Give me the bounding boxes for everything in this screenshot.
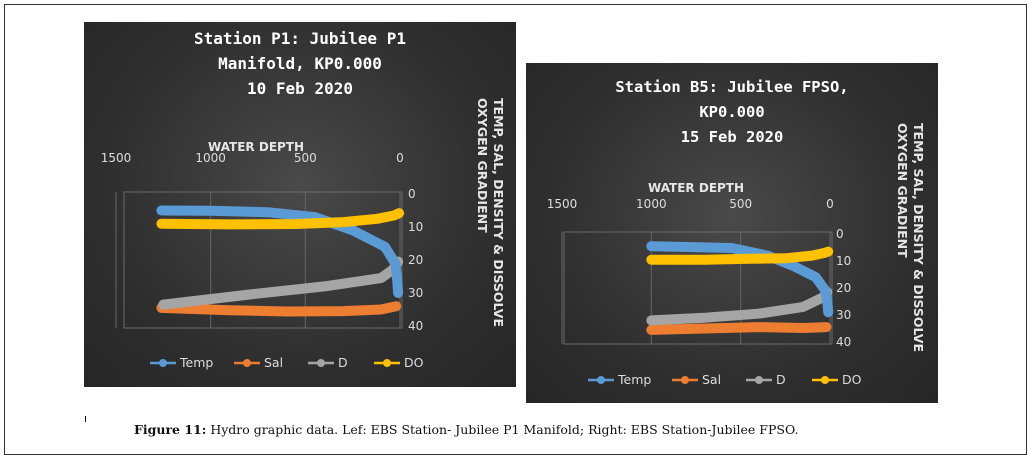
y-tick-label: 10 bbox=[836, 254, 851, 268]
legend-label-do: DO bbox=[842, 372, 862, 387]
series-line-sal bbox=[646, 322, 832, 335]
chart-station-p1: Station P1: Jubilee P1 Manifold, KP0.000… bbox=[84, 22, 516, 387]
legend-marker-do bbox=[821, 376, 829, 384]
stray-mark: ı bbox=[84, 412, 88, 425]
series-line-temp bbox=[646, 241, 834, 318]
plot-border bbox=[563, 231, 833, 345]
chart-station-b5: Station B5: Jubilee FPSO, KP0.000 15 Feb… bbox=[526, 63, 938, 403]
legend-marker-d bbox=[317, 359, 325, 367]
y-tick-label: 0 bbox=[836, 227, 844, 241]
y-tick-label: 40 bbox=[836, 335, 851, 349]
legend-label-temp: Temp bbox=[617, 372, 651, 387]
series-line-d bbox=[158, 256, 404, 310]
x-axis-label: WATER DEPTH bbox=[648, 181, 745, 195]
chart-title: Station P1: Jubilee P1 Manifold, KP0.000… bbox=[194, 29, 406, 98]
chart-title: Station B5: Jubilee FPSO, KP0.000 15 Feb… bbox=[615, 78, 849, 146]
plot-area: 1500 1000 500 0 0 10 20 30 40 Temp Sal D DO bbox=[547, 197, 862, 387]
x-tick-label: 1500 bbox=[547, 197, 578, 211]
y-tick-label: 30 bbox=[836, 308, 851, 322]
y-axis-label: TEMP, SAL, DENSITY & DISSOLVE OXYGEN GRA… bbox=[895, 123, 926, 352]
legend-label-do: DO bbox=[404, 355, 424, 370]
y-tick-label: 30 bbox=[408, 286, 423, 300]
legend-marker-temp bbox=[597, 376, 605, 384]
legend-marker-sal bbox=[243, 359, 251, 367]
legend-label-sal: Sal bbox=[264, 355, 283, 370]
series-line-temp bbox=[156, 205, 404, 298]
legend-label-temp: Temp bbox=[179, 355, 213, 370]
series-line-do bbox=[156, 208, 405, 230]
figure-caption: Figure 11: Hydro graphic data. Lef: EBS … bbox=[134, 422, 798, 437]
legend-marker-sal bbox=[681, 376, 689, 384]
x-tick-label: 1500 bbox=[101, 151, 132, 165]
legend-marker-temp bbox=[159, 359, 167, 367]
x-tick-label: 500 bbox=[729, 197, 752, 211]
x-axis-label: WATER DEPTH bbox=[208, 140, 305, 154]
legend-marker-do bbox=[383, 359, 391, 367]
x-tick-label: 0 bbox=[826, 197, 834, 211]
plot-area: 1500 1000 500 0 0 10 20 30 40 Temp Sal D DO bbox=[101, 151, 424, 370]
y-tick-label: 10 bbox=[408, 220, 423, 234]
caption-text: Hydro graphic data. Lef: EBS Station- Ju… bbox=[206, 422, 799, 437]
legend-label-sal: Sal bbox=[702, 372, 721, 387]
y-tick-label: 40 bbox=[408, 319, 423, 333]
series-line-sal bbox=[156, 301, 402, 317]
x-tick-label: 1000 bbox=[195, 151, 226, 165]
y-tick-label: 20 bbox=[836, 281, 851, 295]
legend-label-d: D bbox=[338, 355, 348, 370]
series-line-do bbox=[646, 246, 834, 265]
x-tick-label: 1000 bbox=[636, 197, 667, 211]
x-tick-label: 500 bbox=[294, 151, 317, 165]
y-axis-label: TEMP, SAL, DENSITY & DISSOLVE OXYGEN GRA… bbox=[475, 98, 506, 327]
figure-label: Figure 11: bbox=[134, 422, 207, 437]
y-tick-label: 0 bbox=[408, 187, 416, 201]
y-tick-label: 20 bbox=[408, 253, 423, 267]
series-line-d bbox=[646, 287, 833, 326]
x-tick-label: 0 bbox=[396, 151, 404, 165]
legend-marker-d bbox=[755, 376, 763, 384]
legend-label-d: D bbox=[776, 372, 786, 387]
